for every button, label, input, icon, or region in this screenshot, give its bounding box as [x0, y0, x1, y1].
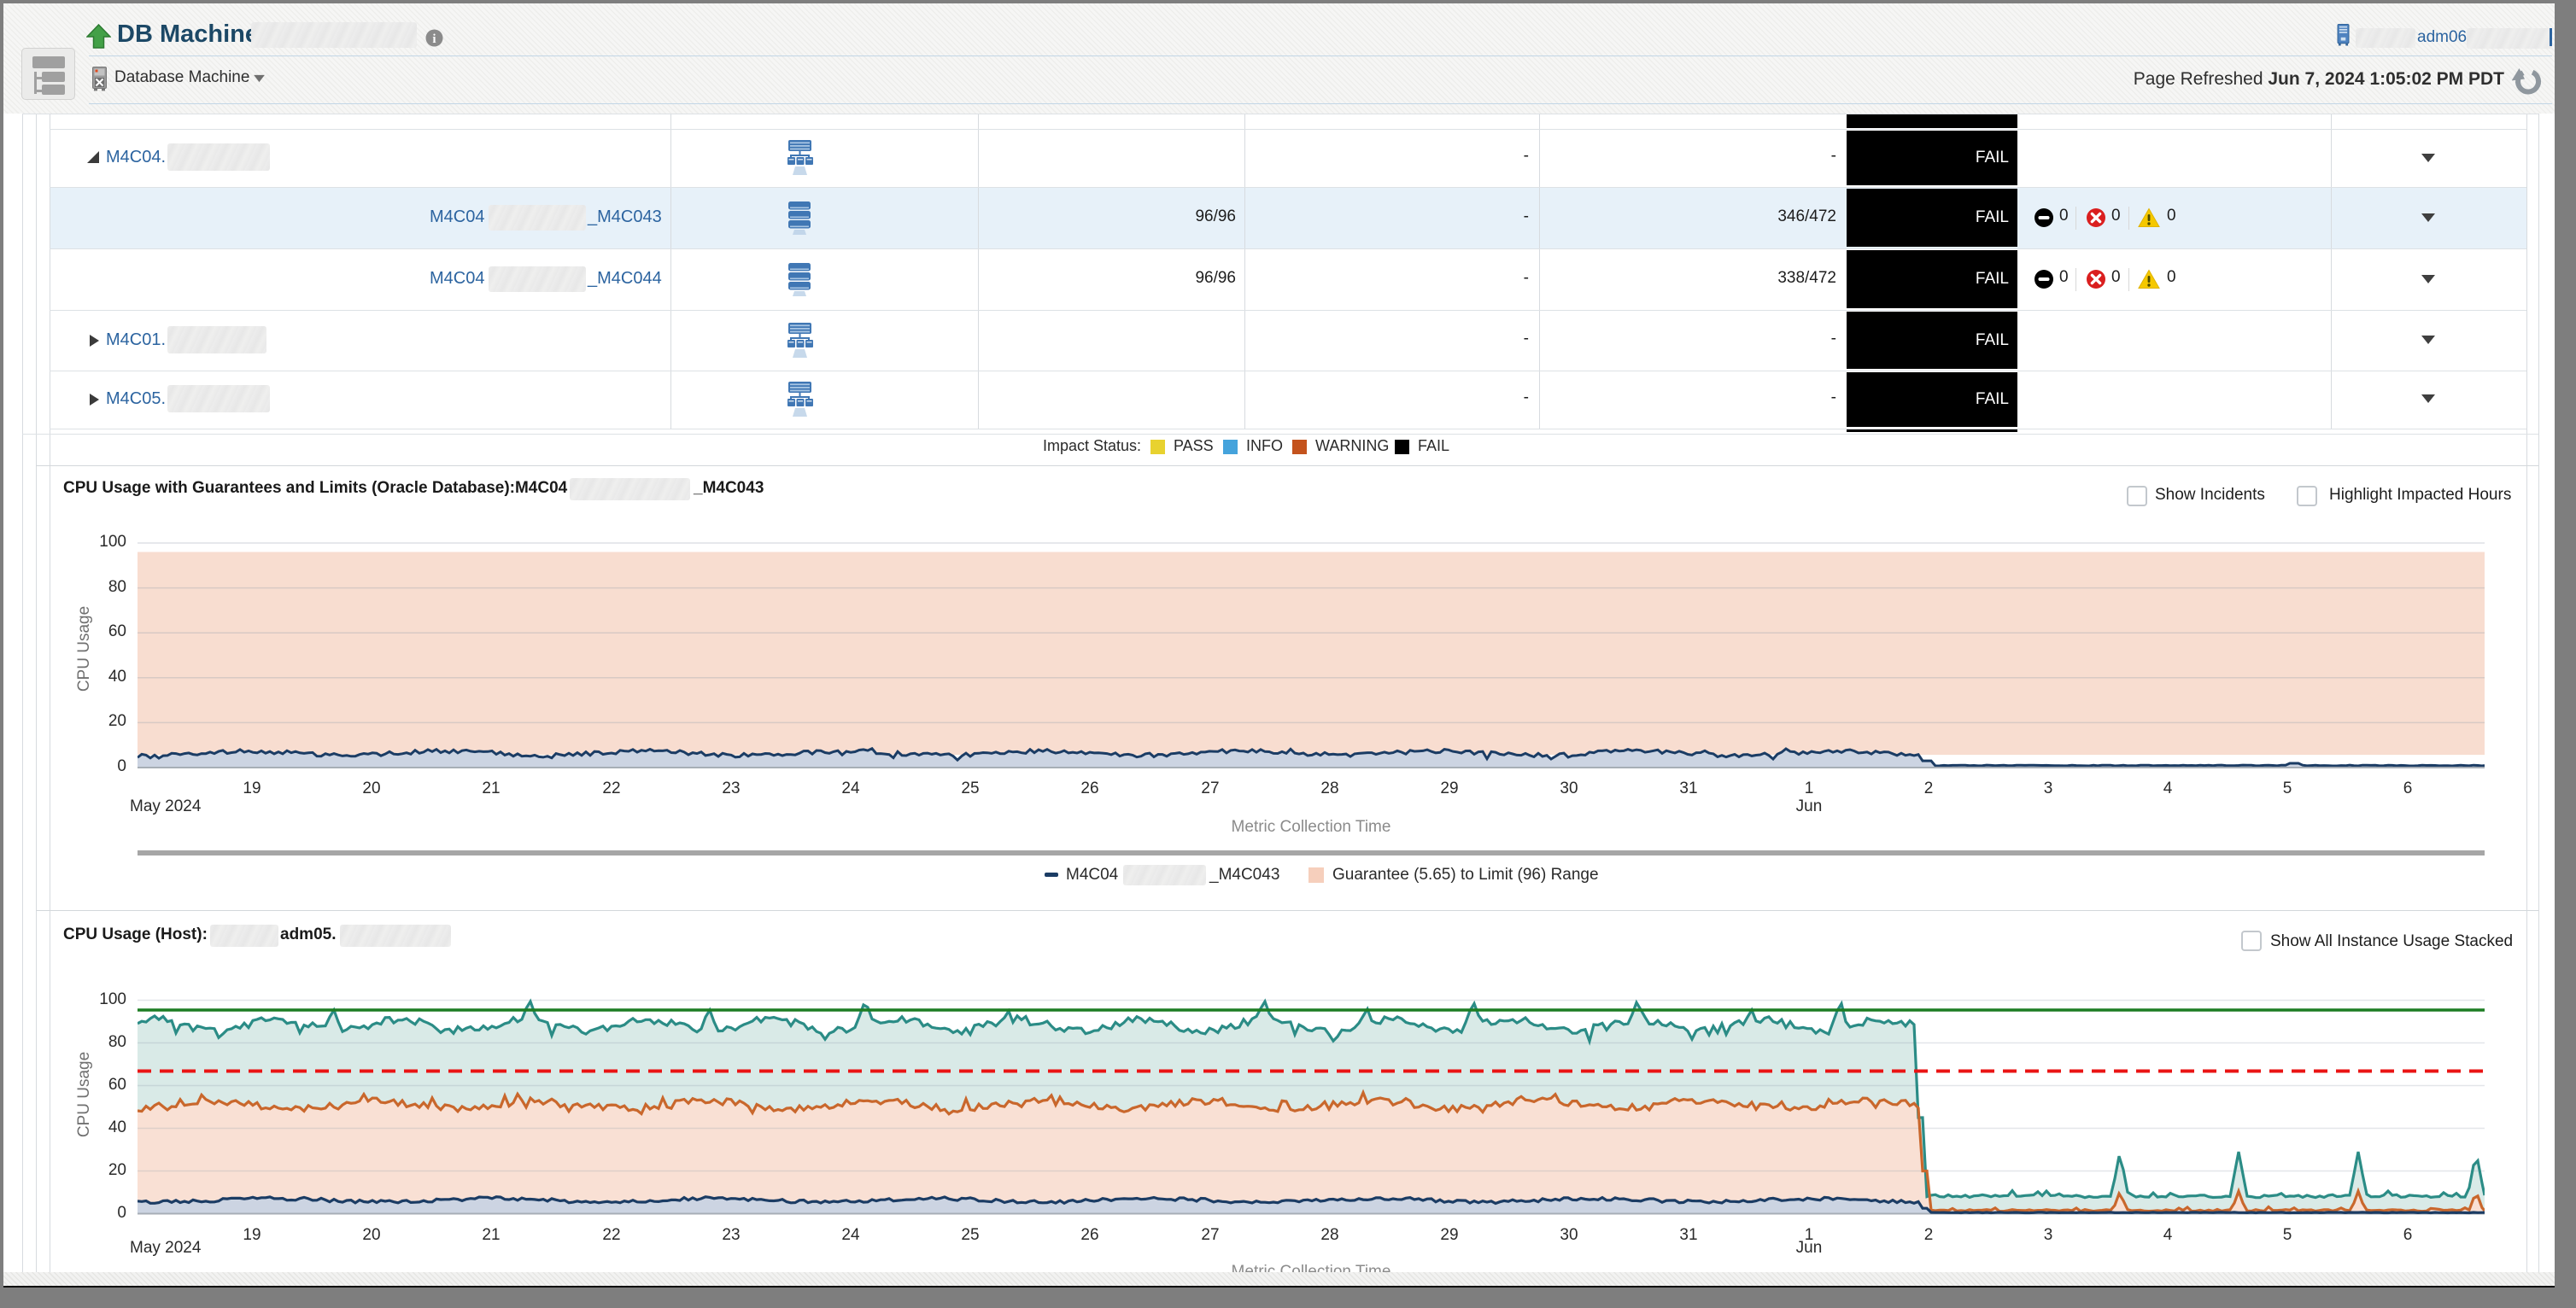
svg-text:i: i: [432, 32, 436, 46]
